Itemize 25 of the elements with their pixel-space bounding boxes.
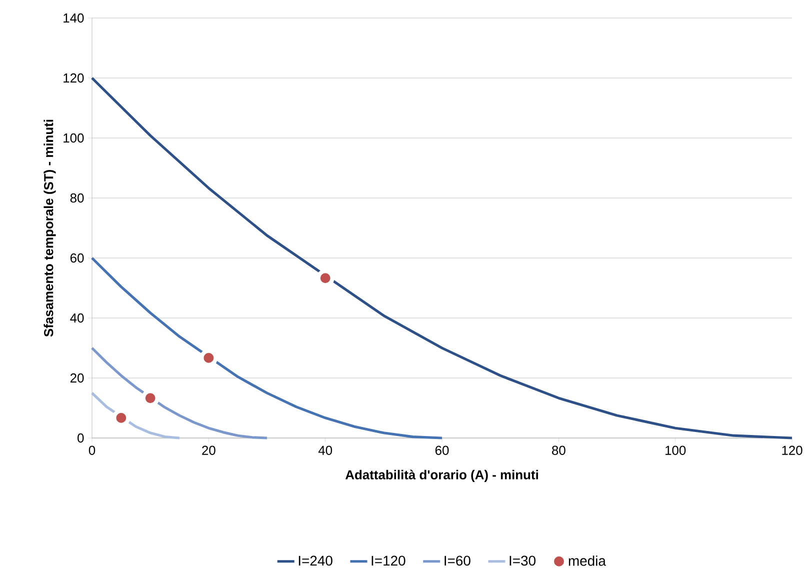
x-tick-label: 40	[318, 446, 332, 455]
legend-label: I=240	[298, 556, 332, 566]
y-tick-label: 100	[64, 133, 84, 143]
legend-label: I=120	[372, 556, 406, 566]
x-tick-label: 20	[202, 446, 216, 455]
line-series	[90, 346, 268, 440]
legend-label: media	[568, 556, 606, 566]
y-tick-label: 60	[70, 253, 84, 263]
legend-label: I=60	[444, 556, 470, 566]
legend-label: I=30	[510, 556, 536, 566]
x-tick-label: 120	[782, 446, 802, 455]
y-tick-label: 0	[78, 433, 84, 443]
y-tick-label: 120	[64, 73, 84, 83]
line-series	[90, 392, 181, 440]
y-tick-label: 80	[70, 193, 84, 203]
x-tick-label: 60	[435, 446, 449, 455]
x-tick-label: 80	[552, 446, 566, 455]
x-tick-label: 0	[88, 446, 96, 455]
line-series	[90, 256, 444, 440]
y-tick-label: 140	[64, 13, 84, 23]
y-axis-title: Sfasamento temporale (ST) - minuti	[44, 120, 56, 337]
x-axis-title: Adattabilità d'orario (A) - minuti	[345, 470, 538, 482]
y-tick-label: 40	[70, 313, 84, 323]
y-tick-label: 20	[70, 373, 84, 383]
x-tick-label: 100	[666, 446, 686, 455]
